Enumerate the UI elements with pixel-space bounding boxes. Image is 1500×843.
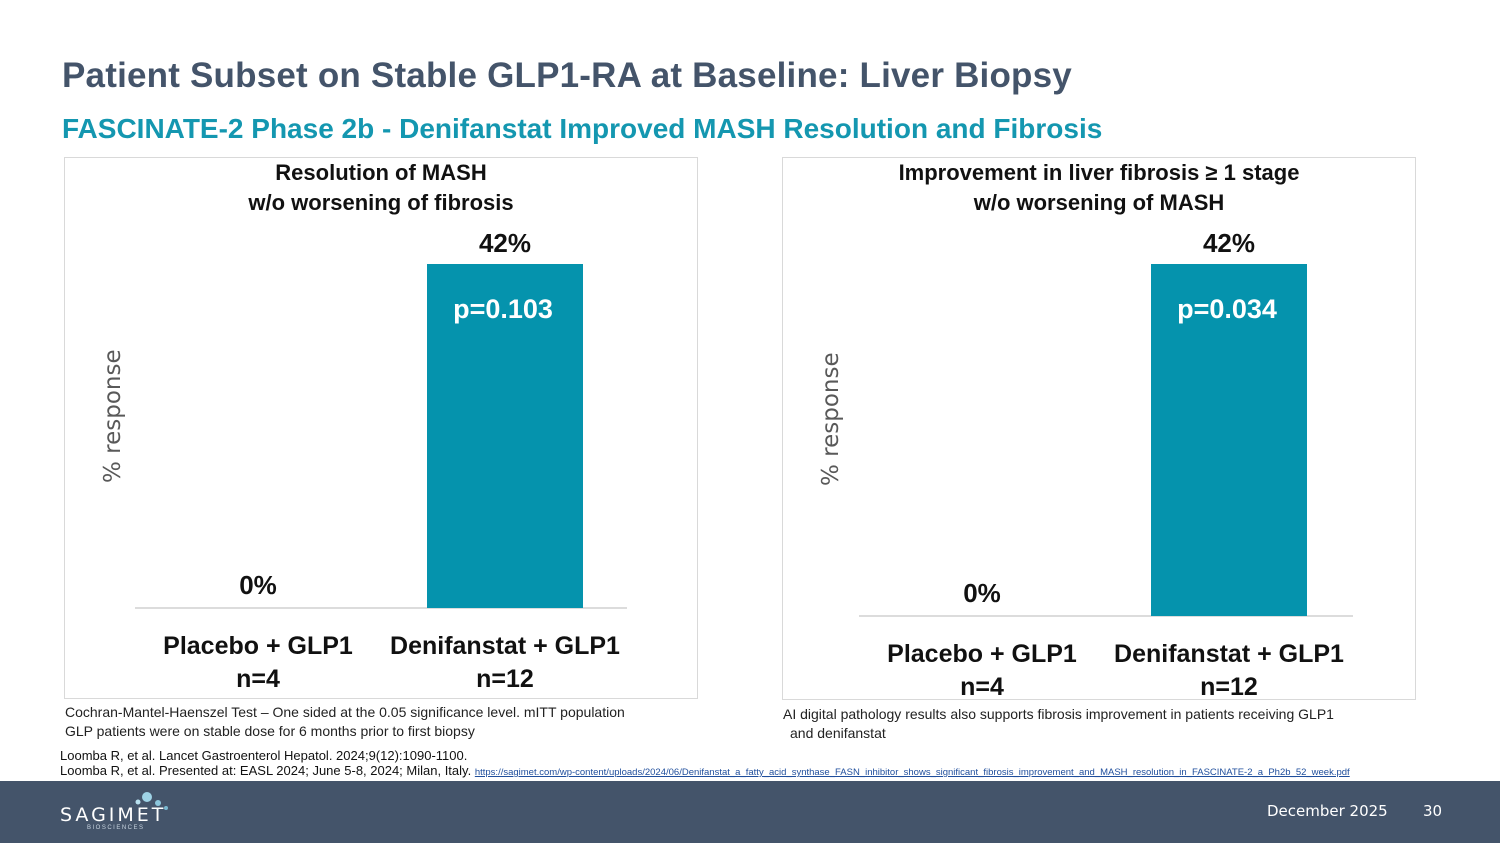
data-label: 42% xyxy=(1203,228,1255,258)
sample-size-label: n=12 xyxy=(1200,673,1258,701)
page-number: 30 xyxy=(1423,802,1443,820)
dots-logo-icon xyxy=(135,792,168,810)
sample-size-label: n=12 xyxy=(476,665,534,693)
chart-title-line-2: w/o worsening of MASH xyxy=(973,190,1225,215)
sample-size-label: n=4 xyxy=(236,665,280,693)
sample-size-label: n=4 xyxy=(960,673,1004,701)
bar-chart-fibrosis-improvement: 0% Placebo + GLP1 n=4 42% Denifanstat + GLP1… xyxy=(859,228,1353,701)
chart-title-line-1: Resolution of MASH xyxy=(275,160,487,185)
note-right-line-1: AI digital pathology results also suppor… xyxy=(783,706,1334,722)
chart-title-line-2: w/o worsening of fibrosis xyxy=(248,190,514,215)
bar-denifanstat xyxy=(427,264,583,608)
reference-1: Loomba R, et al. Lancet Gastroenterol He… xyxy=(60,748,468,763)
note-right: AI digital pathology results also suppor… xyxy=(783,705,1334,743)
slide-title: Patient Subset on Stable GLP1-RA at Base… xyxy=(62,56,1072,95)
category-label: Placebo + GLP1 xyxy=(887,640,1077,668)
company-logo-text: SAGIMET xyxy=(60,804,167,826)
data-label: 0% xyxy=(239,570,277,600)
p-value-annotation: p=0.034 xyxy=(1177,294,1277,324)
chart-panel-fibrosis-improvement: Improvement in liver fibrosis ≥ 1 stage … xyxy=(782,157,1416,701)
note-left-line-2: GLP patients were on stable dose for 6 m… xyxy=(65,723,475,739)
reference-2: Loomba R, et al. Presented at: EASL 2024… xyxy=(60,763,1350,780)
bar-denifanstat xyxy=(1151,264,1307,616)
slide-subtitle: FASCINATE-2 Phase 2b - Denifanstat Impro… xyxy=(62,113,1103,144)
note-right-line-2: and denifanstat xyxy=(790,725,886,741)
footer-bar xyxy=(0,781,1500,843)
note-left-line-1: Cochran-Mantel-Haenszel Test – One sided… xyxy=(65,704,625,720)
reference-2-link[interactable]: https://sagimet.com/wp-content/uploads/2… xyxy=(474,767,1350,778)
bar-chart-mash-resolution: 0% Placebo + GLP1 n=4 42% Denifanstat + GLP1… xyxy=(135,228,627,693)
chart-title-line-1: Improvement in liver fibrosis ≥ 1 stage xyxy=(898,160,1300,185)
reference-2-text: Loomba R, et al. Presented at: EASL 2024… xyxy=(60,763,472,778)
category-label: Denifanstat + GLP1 xyxy=(390,632,620,660)
data-label: 0% xyxy=(963,578,1001,608)
category-label: Denifanstat + GLP1 xyxy=(1114,640,1344,668)
note-left: Cochran-Mantel-Haenszel Test – One sided… xyxy=(65,703,625,741)
data-label: 42% xyxy=(479,228,531,258)
p-value-annotation: p=0.103 xyxy=(453,294,553,324)
chart-panel-mash-resolution: Resolution of MASH w/o worsening of fibr… xyxy=(64,157,698,699)
footer-date: December 2025 xyxy=(1267,802,1388,820)
company-logo-subtext: BIOSCIENCES xyxy=(87,825,145,831)
category-label: Placebo + GLP1 xyxy=(163,632,353,660)
